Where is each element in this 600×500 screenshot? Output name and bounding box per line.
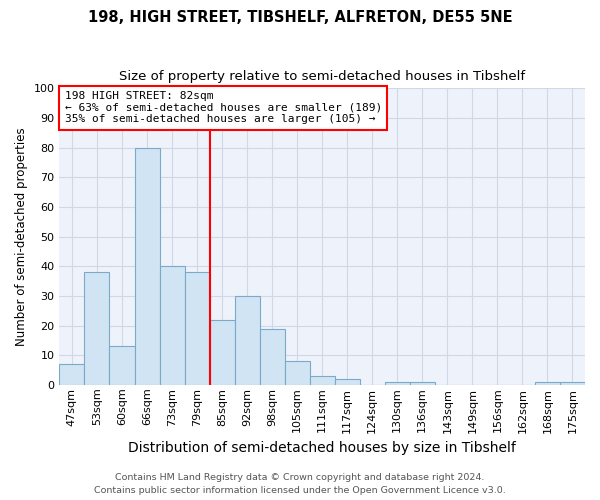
Y-axis label: Number of semi-detached properties: Number of semi-detached properties xyxy=(15,128,28,346)
Bar xyxy=(260,328,284,385)
X-axis label: Distribution of semi-detached houses by size in Tibshelf: Distribution of semi-detached houses by … xyxy=(128,441,516,455)
Text: 198, HIGH STREET, TIBSHELF, ALFRETON, DE55 5NE: 198, HIGH STREET, TIBSHELF, ALFRETON, DE… xyxy=(88,10,512,25)
Bar xyxy=(335,379,360,385)
Text: Contains HM Land Registry data © Crown copyright and database right 2024.
Contai: Contains HM Land Registry data © Crown c… xyxy=(94,474,506,495)
Bar xyxy=(134,148,160,385)
Bar xyxy=(160,266,185,385)
Bar xyxy=(310,376,335,385)
Bar xyxy=(385,382,410,385)
Bar xyxy=(85,272,109,385)
Bar xyxy=(235,296,260,385)
Bar xyxy=(185,272,209,385)
Bar xyxy=(209,320,235,385)
Bar xyxy=(284,361,310,385)
Bar xyxy=(59,364,85,385)
Title: Size of property relative to semi-detached houses in Tibshelf: Size of property relative to semi-detach… xyxy=(119,70,525,83)
Bar xyxy=(109,346,134,385)
Text: 198 HIGH STREET: 82sqm
← 63% of semi-detached houses are smaller (189)
35% of se: 198 HIGH STREET: 82sqm ← 63% of semi-det… xyxy=(65,92,382,124)
Bar xyxy=(560,382,585,385)
Bar xyxy=(410,382,435,385)
Bar xyxy=(535,382,560,385)
